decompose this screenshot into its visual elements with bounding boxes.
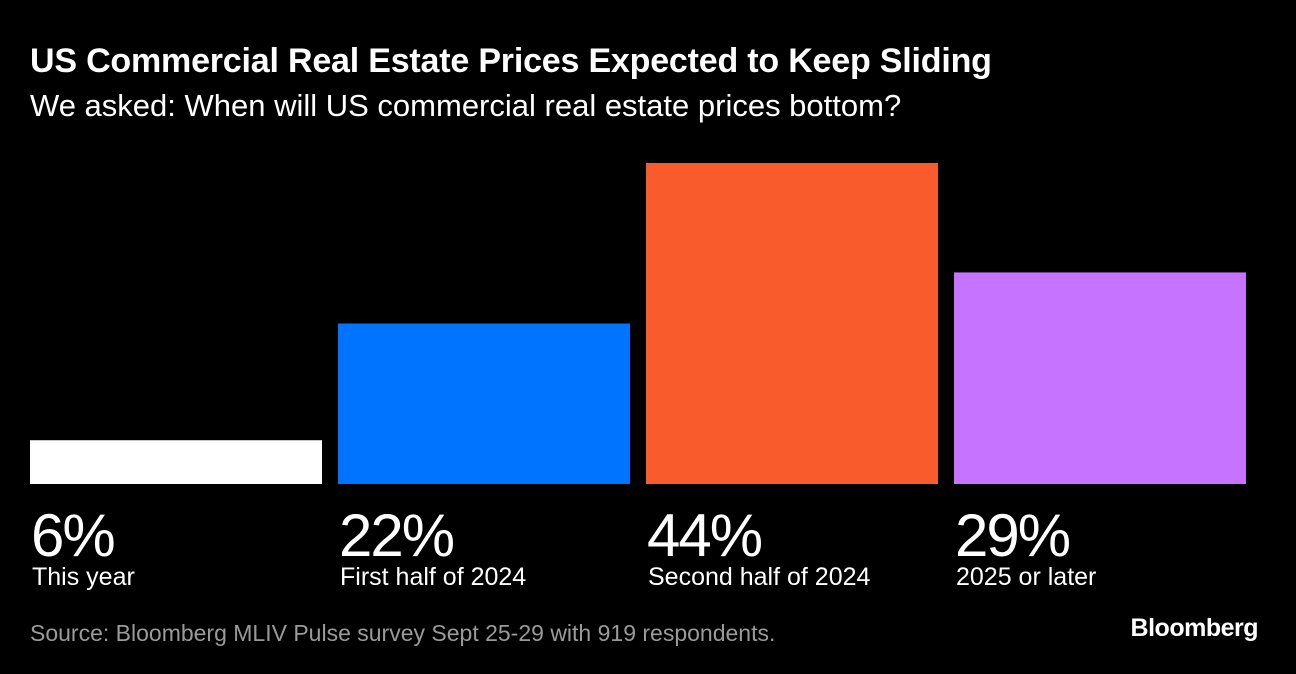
value-label-3: 44% (647, 502, 762, 569)
value-label-2: 22% (339, 502, 454, 569)
chart-title: US Commercial Real Estate Prices Expecte… (30, 42, 992, 80)
value-label-4: 29% (955, 502, 1070, 569)
value-label-1: 6% (31, 502, 114, 569)
bar-3 (646, 163, 938, 484)
category-label-2: First half of 2024 (340, 563, 526, 591)
chart-subtitle: We asked: When will US commercial real e… (30, 88, 902, 123)
category-label-1: This year (32, 563, 135, 591)
category-label-3: Second half of 2024 (648, 563, 870, 591)
bar-2 (338, 323, 630, 484)
category-label-4: 2025 or later (956, 563, 1096, 591)
source-note: Source: Bloomberg MLIV Pulse survey Sept… (30, 620, 776, 646)
bar-4 (954, 272, 1246, 484)
bar-1 (30, 440, 322, 484)
bloomberg-logo: Bloomberg (1130, 614, 1259, 642)
